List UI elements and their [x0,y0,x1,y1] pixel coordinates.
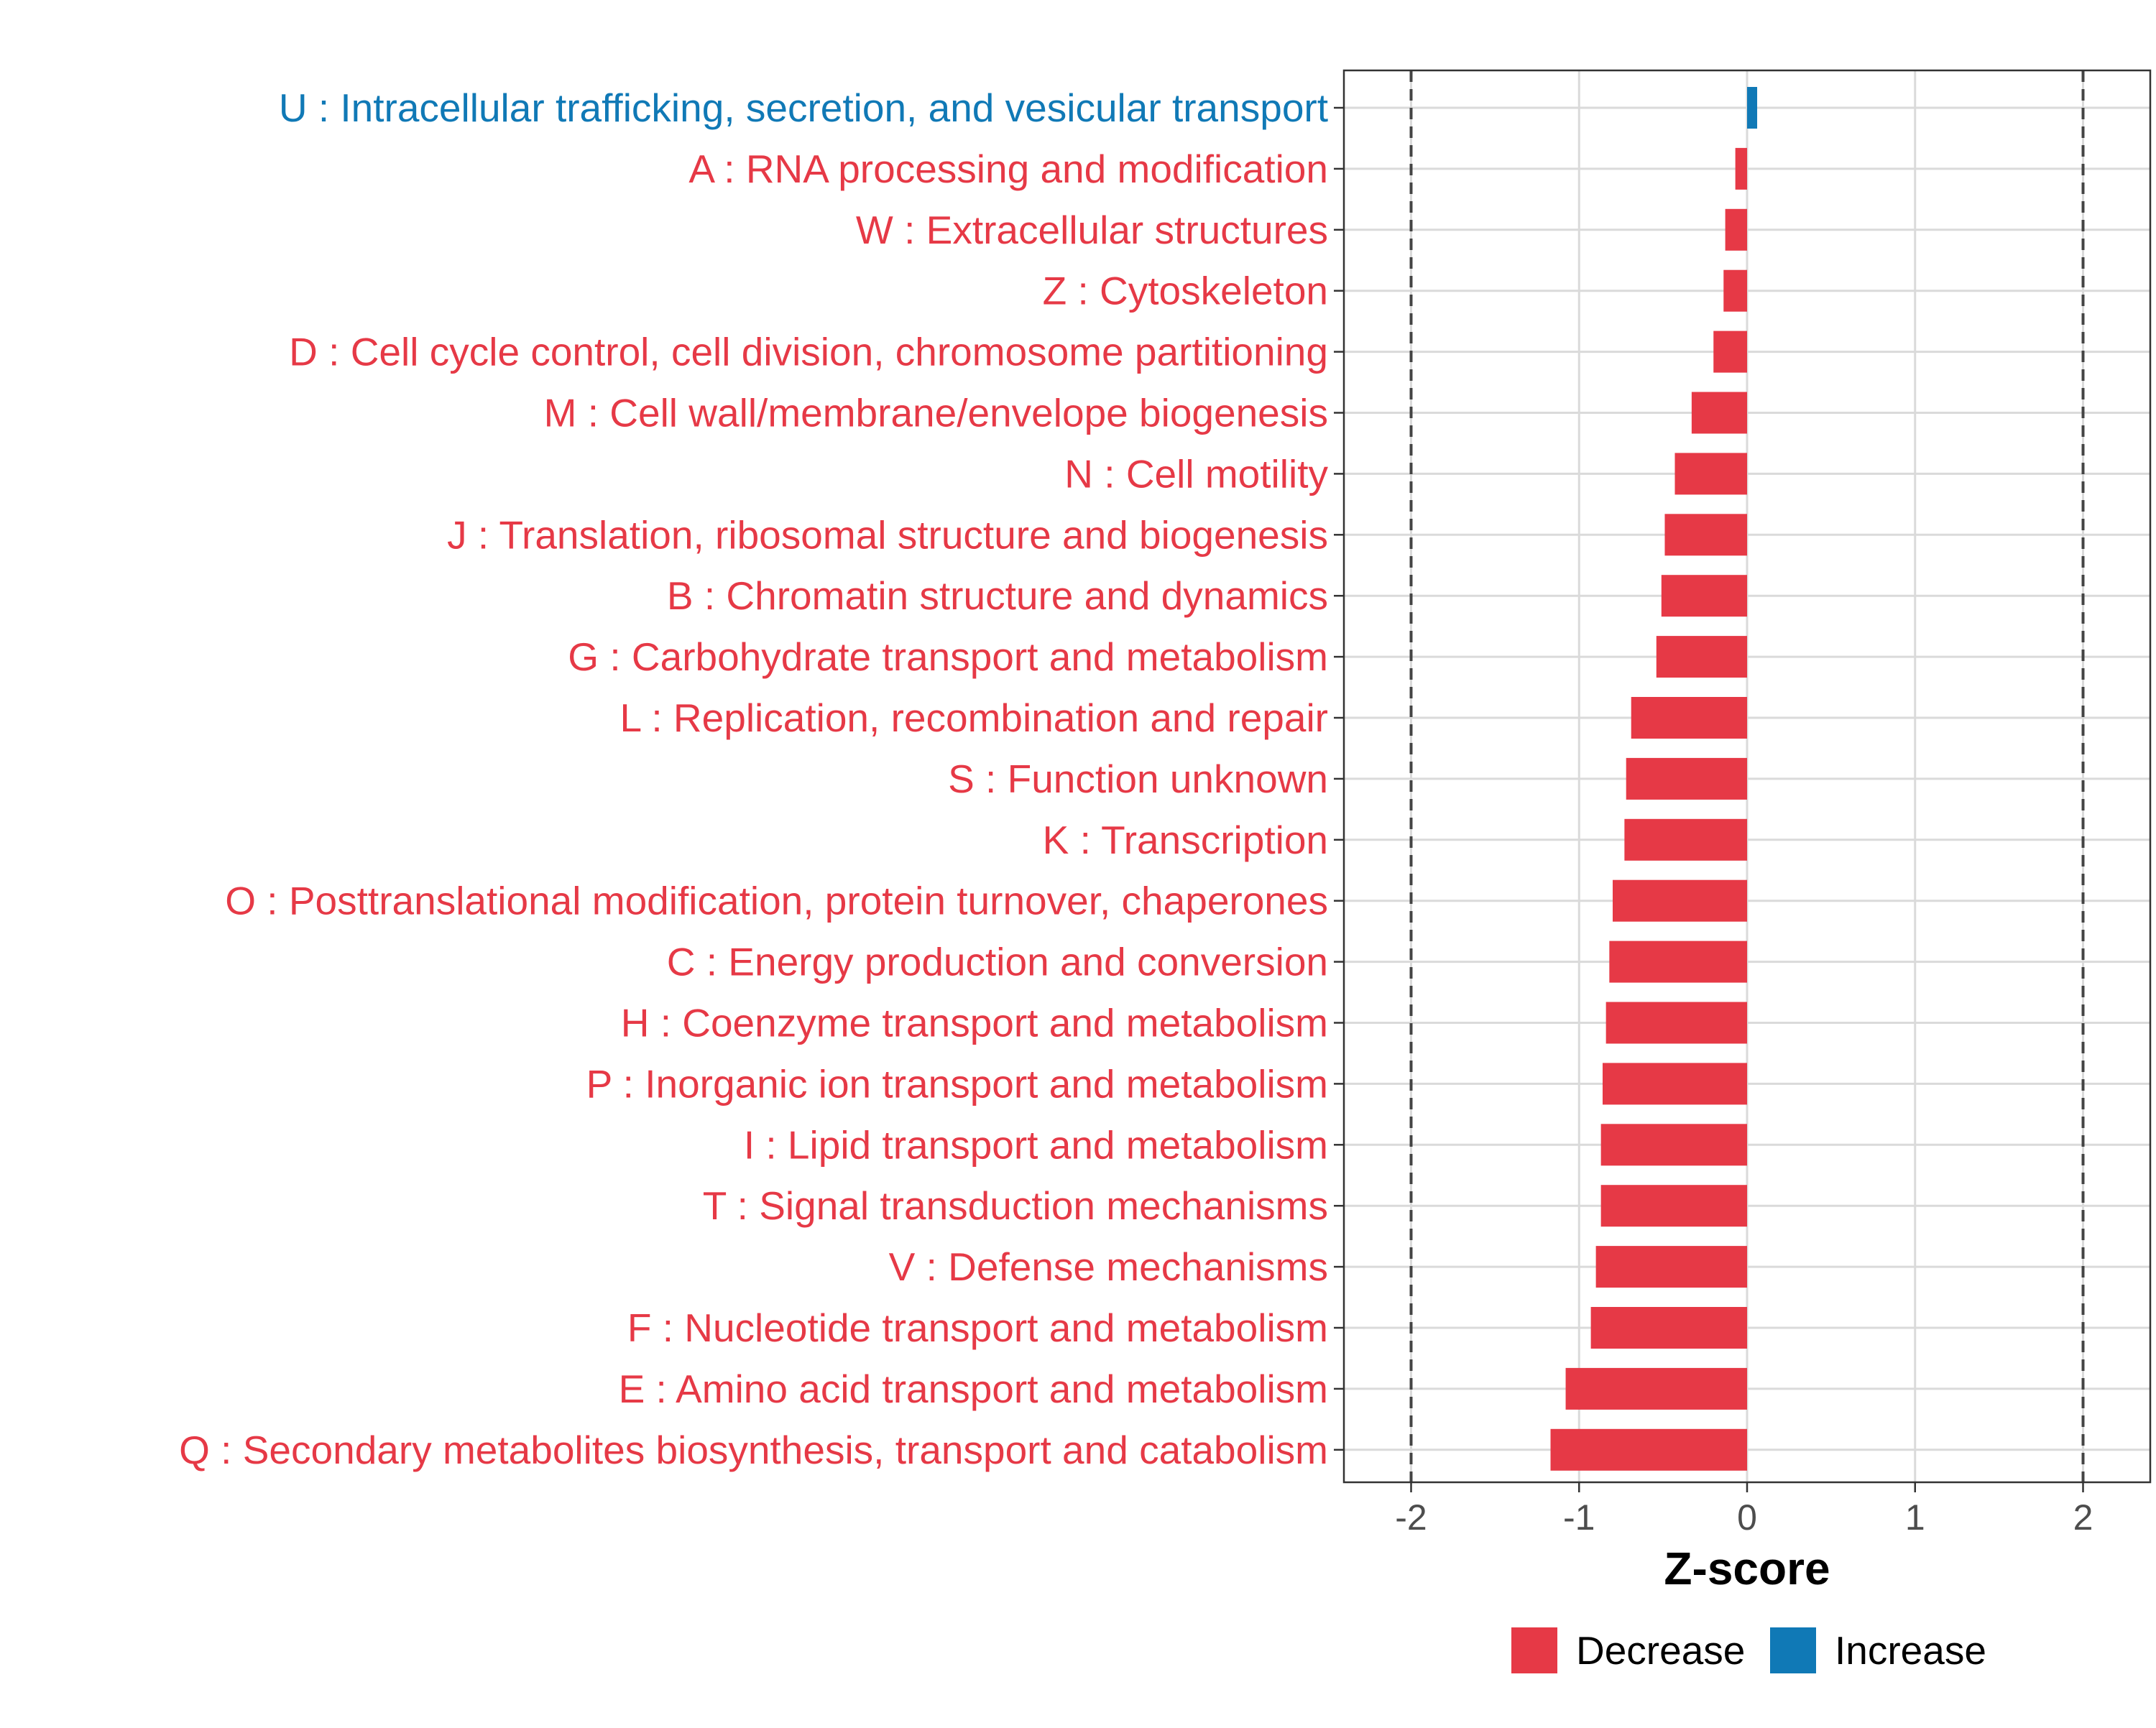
x-axis-title: Z-score [1664,1543,1830,1594]
bar [1565,1367,1747,1410]
bar [1626,757,1747,800]
bar [1595,1246,1747,1288]
category-label: A : RNA processing and modification [688,147,1328,191]
category-label: W : Extracellular structures [856,208,1328,252]
category-label: P : Inorganic ion transport and metaboli… [586,1061,1328,1106]
category-label: L : Replication, recombination and repai… [620,696,1328,740]
legend-swatch [1511,1627,1557,1673]
legend-swatch [1770,1627,1816,1673]
bar [1735,147,1747,190]
category-label: M : Cell wall/membrane/envelope biogenes… [544,391,1328,435]
bar [1713,331,1747,373]
category-label: G : Carbohydrate transport and metabolis… [568,634,1328,679]
x-tick-label: 2 [2073,1497,2093,1538]
bar [1691,392,1747,434]
category-label: F : Nucleotide transport and metabolism [627,1306,1328,1350]
bar [1747,87,1758,129]
bar [1600,1124,1747,1166]
bar [1661,575,1747,617]
bar [1725,208,1747,251]
x-tick-label: -1 [1563,1497,1595,1538]
x-tick-label: 1 [1905,1497,1925,1538]
category-label: V : Defense mechanisms [889,1244,1328,1289]
legend-label: Decrease [1576,1628,1745,1673]
x-tick-label: -2 [1395,1497,1427,1538]
bar [1550,1428,1747,1471]
bar [1602,1063,1747,1105]
legend: Decrease Increase [1511,1627,1986,1673]
bar [1606,1002,1747,1044]
category-label: S : Function unknown [948,757,1328,801]
category-label: K : Transcription [1043,818,1328,862]
bar [1600,1185,1747,1227]
bar [1723,269,1747,312]
category-label: C : Energy production and conversion [667,940,1328,984]
category-label: Q : Secondary metabolites biosynthesis, … [179,1428,1328,1472]
category-label: U : Intracellular trafficking, secretion… [279,86,1328,130]
category-label: B : Chromatin structure and dynamics [667,573,1328,618]
bar [1656,636,1747,678]
bar [1631,697,1747,739]
category-label: J : Translation, ribosomal structure and… [447,512,1328,557]
category-label: O : Posttranslational modification, prot… [225,879,1328,923]
bar [1624,818,1747,861]
category-label: H : Coenzyme transport and metabolism [621,1001,1328,1045]
bar [1590,1307,1747,1349]
category-label: T : Signal transduction mechanisms [703,1183,1328,1228]
category-label: E : Amino acid transport and metabolism [619,1367,1328,1411]
category-label: Z : Cytoskeleton [1043,269,1328,313]
bar [1609,941,1747,983]
category-label: N : Cell motility [1064,451,1328,496]
category-label: I : Lipid transport and metabolism [744,1122,1328,1167]
legend-label: Increase [1835,1628,1986,1673]
bar [1674,453,1747,495]
bar [1613,879,1747,922]
x-tick-label: 0 [1737,1497,1757,1538]
bar [1664,514,1747,556]
category-label: D : Cell cycle control, cell division, c… [289,330,1328,374]
